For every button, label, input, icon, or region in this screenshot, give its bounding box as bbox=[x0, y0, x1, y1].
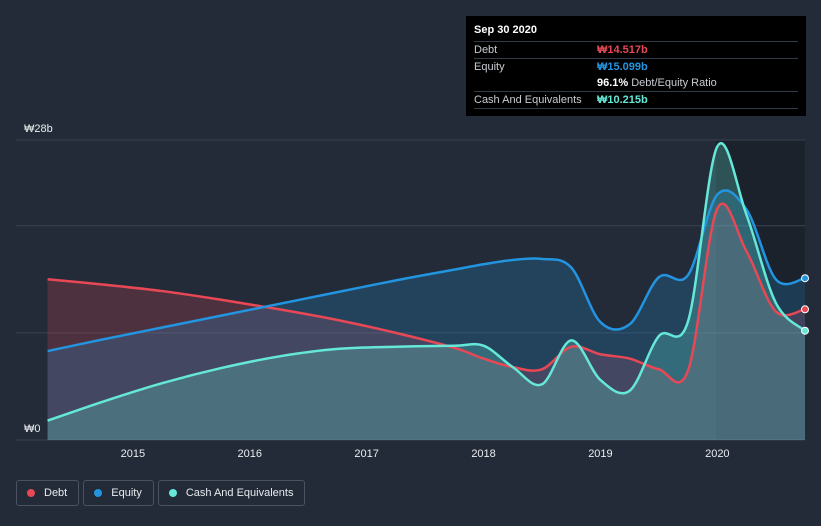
legend-dot-icon bbox=[94, 489, 103, 497]
series-end-dots bbox=[801, 274, 809, 335]
tooltip-value: ₩15.099b bbox=[597, 61, 648, 73]
legend-label: Equity bbox=[111, 487, 142, 499]
tooltip-row-debt: Debt ₩14.517b bbox=[474, 41, 798, 58]
legend: Debt Equity Cash And Equivalents bbox=[16, 480, 306, 506]
legend-label: Cash And Equivalents bbox=[185, 487, 294, 499]
debt-end-dot bbox=[801, 305, 809, 314]
tooltip-row-cash: Cash And Equivalents ₩10.215b bbox=[474, 91, 798, 109]
equity-line bbox=[47, 189, 806, 353]
tooltip-row-equity: Equity ₩15.099b bbox=[474, 58, 798, 75]
tooltip-label: Debt bbox=[474, 44, 498, 56]
legend-item-cash[interactable]: Cash And Equivalents bbox=[157, 480, 306, 506]
legend-label: Debt bbox=[44, 487, 68, 499]
tooltip-label bbox=[474, 75, 597, 91]
y-tick-label-zero: ₩0 bbox=[24, 423, 41, 435]
tooltip-value: ₩14.517b bbox=[597, 44, 648, 56]
legend-dot-icon bbox=[27, 489, 35, 497]
x-tick-label: 2017 bbox=[354, 448, 378, 460]
debt-line bbox=[47, 202, 806, 384]
x-tick-label: 2016 bbox=[238, 448, 262, 460]
cash-and-equivalents-end-dot bbox=[801, 326, 809, 335]
tooltip-value: 96.1% bbox=[597, 77, 629, 89]
x-tick-label: 2019 bbox=[588, 448, 612, 460]
tooltip: Sep 30 2020 Debt ₩14.517b Equity ₩15.099… bbox=[466, 16, 806, 116]
tooltip-label: Cash And Equivalents bbox=[474, 94, 582, 106]
series-lines bbox=[47, 142, 806, 422]
tooltip-date: Sep 30 2020 bbox=[474, 24, 537, 36]
x-tick-label: 2015 bbox=[121, 448, 145, 460]
y-tick-label-max: ₩28b bbox=[24, 123, 53, 135]
x-tick-label: 2018 bbox=[471, 448, 495, 460]
equity-end-dot bbox=[801, 274, 809, 283]
x-tick-label: 2020 bbox=[705, 448, 729, 460]
equity-area bbox=[47, 190, 806, 440]
debt-area bbox=[47, 203, 806, 440]
legend-item-debt[interactable]: Debt bbox=[16, 480, 80, 506]
tooltip-value: ₩10.215b bbox=[597, 94, 648, 106]
tooltip-label: Equity bbox=[474, 61, 505, 73]
legend-dot-icon bbox=[168, 489, 177, 497]
plot-highlight-band bbox=[716, 140, 805, 440]
tooltip-row-ratio: 96.1% Debt/Equity Ratio bbox=[474, 75, 798, 91]
x-axis-ticks: 2015 2016 2017 2018 2019 2020 bbox=[121, 448, 730, 460]
legend-item-equity[interactable]: Equity bbox=[83, 480, 154, 506]
gridlines bbox=[16, 139, 805, 441]
cash-and-equivalents-line bbox=[47, 142, 806, 422]
tooltip-sub: Debt/Equity Ratio bbox=[631, 77, 717, 89]
